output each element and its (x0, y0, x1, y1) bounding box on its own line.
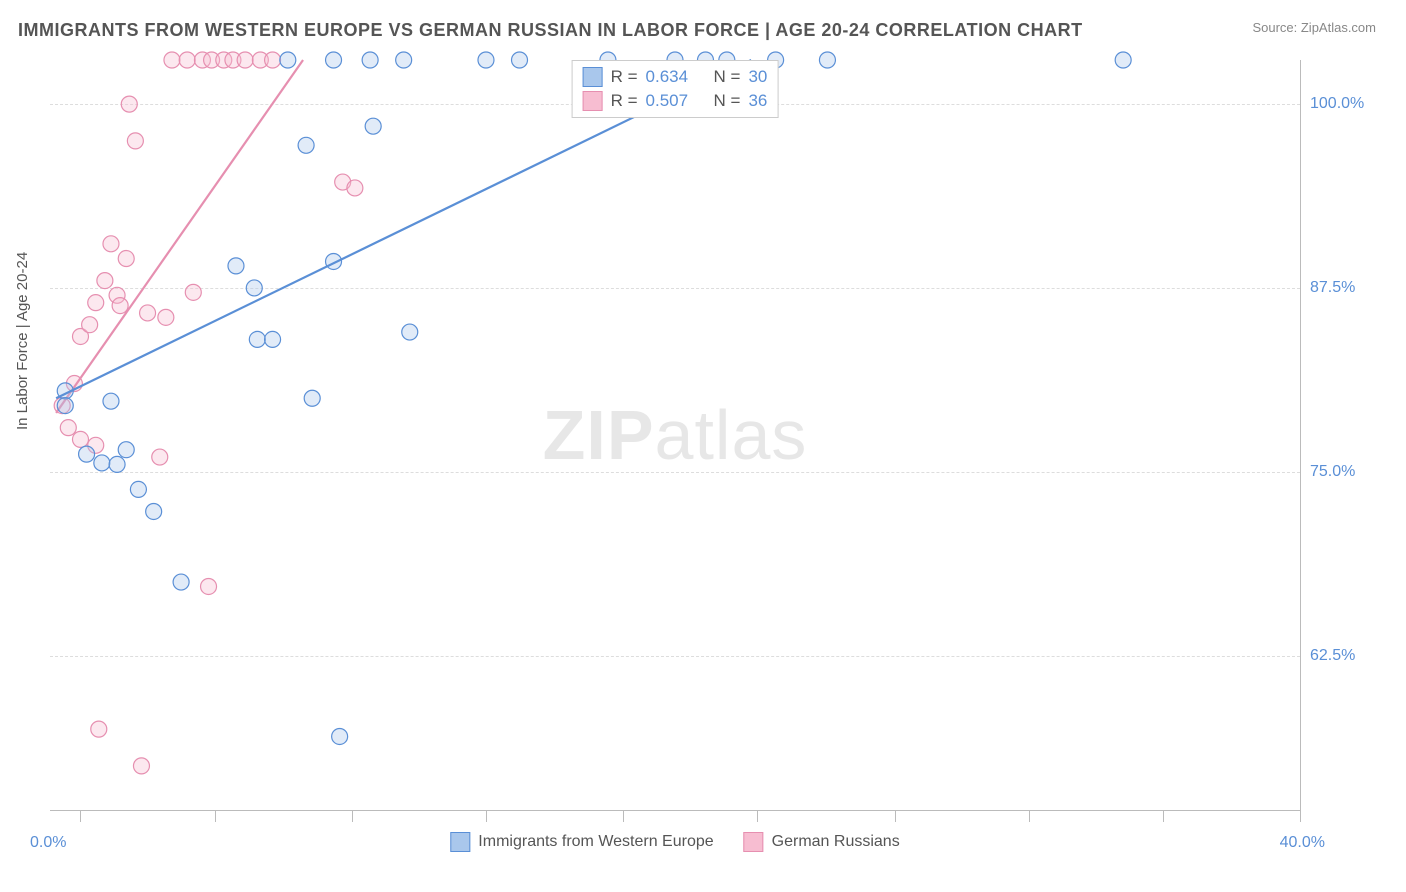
data-point (249, 331, 265, 347)
data-point (130, 481, 146, 497)
data-point (121, 96, 137, 112)
data-point (201, 578, 217, 594)
data-point (228, 258, 244, 274)
y-tick-label: 87.5% (1310, 279, 1400, 297)
legend-item-pink: German Russians (744, 832, 900, 852)
y-tick-label: 100.0% (1310, 95, 1400, 113)
legend-swatch-pink (744, 832, 764, 852)
data-point (246, 280, 262, 296)
legend-correlation: R = 0.634 N = 30 R = 0.507 N = 36 (572, 60, 779, 118)
n-label: N = (714, 67, 741, 87)
data-point (304, 390, 320, 406)
data-point (326, 52, 342, 68)
x-axis-max-label: 40.0% (1280, 834, 1325, 852)
data-point (332, 728, 348, 744)
data-point (237, 52, 253, 68)
x-tick (215, 810, 216, 822)
data-point (82, 317, 98, 333)
data-point (402, 324, 418, 340)
data-point (57, 398, 73, 414)
data-point (146, 503, 162, 519)
blue-swatch-icon (583, 67, 603, 87)
data-point (140, 305, 156, 321)
data-point (112, 298, 128, 314)
data-point (97, 273, 113, 289)
data-point (88, 295, 104, 311)
legend-swatch-blue (450, 832, 470, 852)
trend-line (56, 60, 303, 413)
data-point (173, 574, 189, 590)
chart-container: IMMIGRANTS FROM WESTERN EUROPE VS GERMAN… (0, 0, 1406, 892)
r-value: 0.634 (646, 67, 706, 87)
data-point (118, 251, 134, 267)
r-label: R = (611, 67, 638, 87)
y-tick-label: 75.0% (1310, 463, 1400, 481)
legend-label-blue: Immigrants from Western Europe (478, 833, 713, 851)
data-point (91, 721, 107, 737)
data-point (152, 449, 168, 465)
x-tick (623, 810, 624, 822)
data-point (396, 52, 412, 68)
legend-label-pink: German Russians (772, 833, 900, 851)
data-point (94, 455, 110, 471)
data-point (60, 420, 76, 436)
n-label: N = (714, 91, 741, 111)
data-point (298, 137, 314, 153)
data-point (158, 309, 174, 325)
n-value: 30 (748, 67, 767, 87)
data-point (103, 393, 119, 409)
data-point (133, 758, 149, 774)
n-value: 36 (748, 91, 767, 111)
legend-correlation-row: R = 0.507 N = 36 (583, 89, 768, 113)
data-point (478, 52, 494, 68)
source-prefix: Source: (1252, 20, 1300, 35)
data-point (103, 236, 119, 252)
x-tick (352, 810, 353, 822)
x-tick (757, 810, 758, 822)
data-point (127, 133, 143, 149)
legend-item-blue: Immigrants from Western Europe (450, 832, 713, 852)
data-point (265, 52, 281, 68)
legend-series: Immigrants from Western Europe German Ru… (450, 832, 899, 852)
x-tick (1163, 810, 1164, 822)
pink-swatch-icon (583, 91, 603, 111)
data-point (79, 446, 95, 462)
data-point (265, 331, 281, 347)
x-axis-min-label: 0.0% (30, 834, 66, 852)
data-point (819, 52, 835, 68)
r-label: R = (611, 91, 638, 111)
y-axis-title: In Labor Force | Age 20-24 (14, 252, 31, 430)
data-point (512, 52, 528, 68)
plot-area: ZIPatlas 62.5%75.0%87.5%100.0% R =0.634N… (50, 60, 1301, 811)
x-tick (80, 810, 81, 822)
data-point (164, 52, 180, 68)
data-point (185, 284, 201, 300)
data-point (365, 118, 381, 134)
data-point (1115, 52, 1131, 68)
x-tick (1029, 810, 1030, 822)
chart-title: IMMIGRANTS FROM WESTERN EUROPE VS GERMAN… (18, 20, 1083, 41)
data-point (109, 456, 125, 472)
data-point (362, 52, 378, 68)
data-point (72, 431, 88, 447)
legend-correlation-row: R = 0.634 N = 30 (583, 65, 768, 89)
x-tick (486, 810, 487, 822)
plot-svg (50, 60, 1300, 810)
x-tick (1300, 810, 1301, 822)
x-tick (895, 810, 896, 822)
data-point (280, 52, 296, 68)
data-point (118, 442, 134, 458)
y-tick-label: 62.5% (1310, 647, 1400, 665)
data-point (179, 52, 195, 68)
r-value: 0.507 (646, 91, 706, 111)
source-label: Source: ZipAtlas.com (1252, 20, 1376, 35)
data-point (347, 180, 363, 196)
source-link[interactable]: ZipAtlas.com (1301, 20, 1376, 35)
